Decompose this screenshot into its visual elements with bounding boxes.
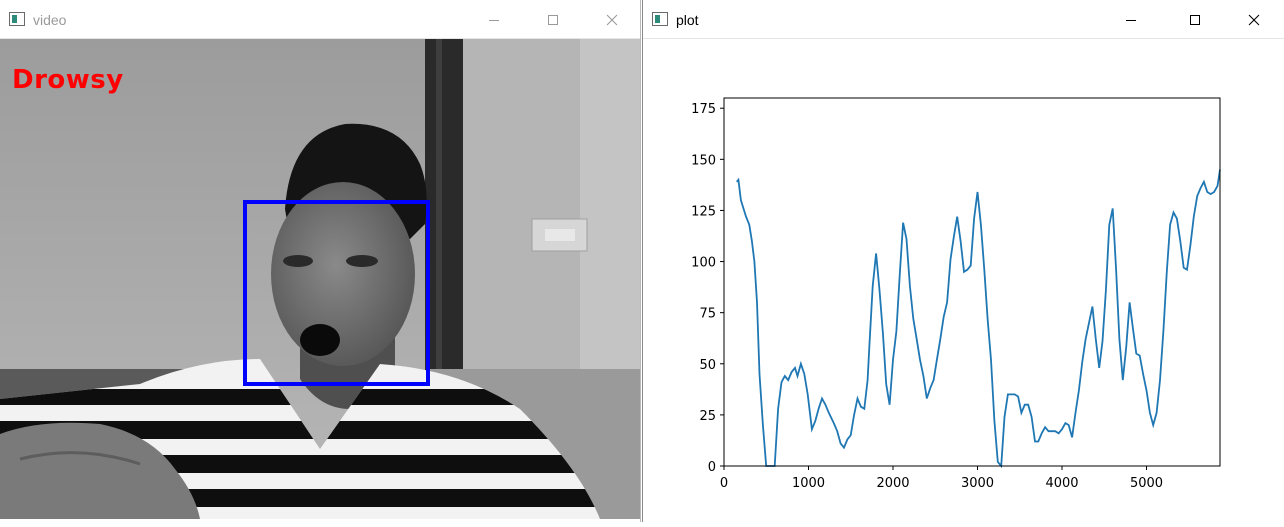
plot-window: plot 0 1000 2000 3000 4000 5000 0 25 50 75 100 125 1…	[642, 0, 1284, 522]
face-detection-box	[243, 200, 430, 386]
maximize-button[interactable]	[1172, 0, 1218, 39]
maximize-icon	[548, 14, 558, 25]
y-tick-label: 100	[691, 256, 716, 271]
y-tick-label: 25	[699, 409, 716, 424]
maximize-icon	[1190, 14, 1200, 25]
y-tick-label: 150	[691, 153, 716, 168]
y-tick-label: 0	[708, 460, 716, 475]
plot-titlebar[interactable]: plot	[643, 0, 1284, 39]
x-tick-label: 0	[720, 476, 728, 491]
video-titlebar[interactable]: video	[0, 0, 640, 39]
minimize-icon	[489, 19, 499, 21]
maximize-button[interactable]	[530, 0, 576, 39]
webcam-image	[0, 39, 640, 519]
plot-axes-frame	[723, 97, 1221, 467]
y-tick-label: 75	[699, 307, 716, 322]
plot-window-title: plot	[676, 12, 699, 28]
line-chart: 0 1000 2000 3000 4000 5000 0 25 50 75 100 125 150 175	[691, 97, 1221, 491]
series-line	[736, 169, 1221, 469]
close-icon	[1248, 14, 1260, 25]
plot-canvas: 0 1000 2000 3000 4000 5000 0 25 50 75 100 125 150 175	[643, 40, 1284, 522]
close-button[interactable]	[1231, 0, 1277, 39]
video-window: video	[0, 0, 641, 522]
y-tick-label: 125	[691, 204, 716, 219]
y-tick-label: 175	[691, 102, 716, 117]
drowsiness-status-label: Drowsy	[12, 65, 124, 95]
app-window-icon	[9, 12, 25, 26]
x-tick-label: 1000	[792, 476, 825, 491]
minimize-button[interactable]	[1108, 0, 1154, 39]
minimize-button[interactable]	[471, 0, 517, 39]
app-window-icon	[652, 12, 668, 26]
x-tick-label: 4000	[1045, 476, 1078, 491]
video-window-title: video	[33, 12, 67, 28]
y-tick-label: 50	[699, 358, 716, 373]
x-tick-label: 2000	[876, 476, 909, 491]
x-tick-label: 3000	[961, 476, 994, 491]
close-button[interactable]	[589, 0, 635, 39]
video-frame: Drowsy	[0, 39, 640, 519]
x-tick-label: 5000	[1130, 476, 1163, 491]
minimize-icon	[1126, 19, 1136, 21]
close-icon	[606, 14, 618, 25]
